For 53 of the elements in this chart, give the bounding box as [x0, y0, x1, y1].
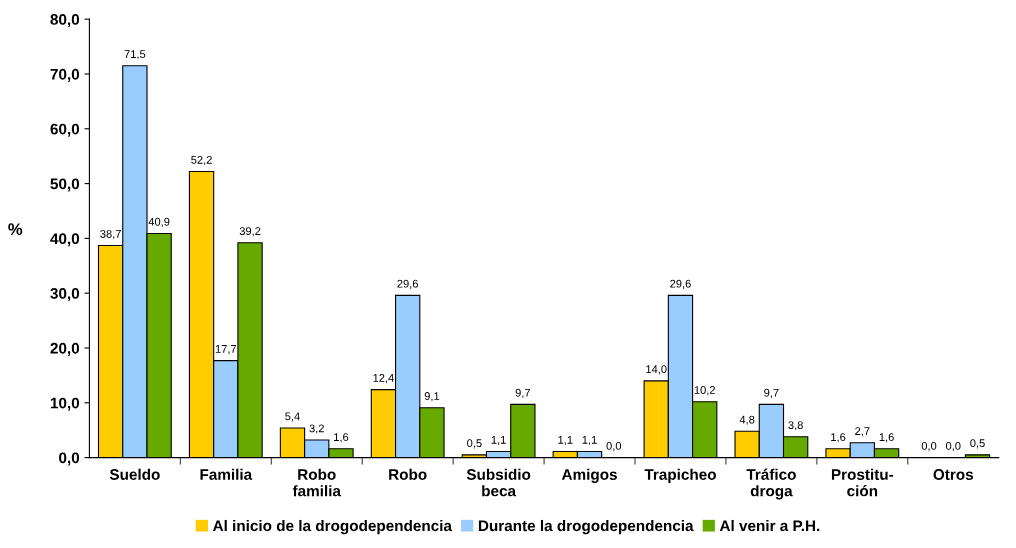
y-tick-label: 40,0: [50, 233, 80, 247]
legend-label: Al inicio de la drogodependencia: [212, 519, 453, 535]
y-tick-label: 70,0: [50, 68, 80, 82]
x-tick-label: Trapicheo: [644, 468, 716, 483]
data-label: 1,1: [491, 436, 506, 446]
x-tick-label: Familia: [200, 468, 253, 480]
data-label: 9,7: [515, 388, 531, 398]
data-label: 14,0: [646, 365, 667, 375]
data-label: 52,2: [191, 155, 212, 166]
data-label: 0,5: [467, 439, 482, 449]
legend-label: Durante la drogodependencia: [478, 519, 694, 535]
data-label: 38,7: [100, 229, 121, 240]
data-label: 40,9: [148, 217, 170, 228]
data-label: 29,6: [670, 279, 691, 289]
legend-label: Al venir a P.H.: [719, 519, 820, 532]
x-tick-label: Subsidio beca: [466, 468, 531, 497]
x-tick-label: Robo: [389, 468, 427, 480]
y-tick-label: 80,0: [50, 14, 80, 28]
data-label: 3,8: [788, 421, 803, 431]
data-label: 29,6: [397, 279, 418, 289]
y-axis-title: %: [8, 223, 23, 236]
data-label: 0,0: [921, 441, 937, 452]
data-label: 2,7: [855, 427, 870, 437]
x-tick-label: Tráfico droga: [746, 468, 796, 500]
data-label: 5,4: [285, 412, 300, 422]
data-label: 3,2: [309, 424, 324, 434]
data-label: 17,7: [215, 345, 237, 355]
data-label: 10,2: [694, 386, 715, 396]
y-tick-label: 60,0: [50, 123, 80, 137]
x-tick-label: Sueldo: [109, 468, 160, 480]
y-tick-label: 50,0: [50, 178, 80, 192]
y-tick-label: 20,0: [50, 342, 80, 356]
y-tick-label: 10,0: [50, 397, 80, 411]
data-label: 12,4: [373, 374, 394, 384]
data-label: 0,0: [606, 441, 622, 452]
data-label: 1,1: [558, 436, 573, 446]
y-tick-label: 0,0: [59, 452, 80, 466]
data-label: 9,7: [764, 388, 779, 398]
data-label: 1,6: [879, 433, 894, 443]
data-label: 0,5: [970, 439, 985, 449]
data-label: 0,0: [945, 441, 961, 452]
data-label: 1,6: [831, 433, 846, 443]
data-label: 9,1: [424, 392, 440, 402]
x-tick-label: Prostitu- ción: [831, 468, 894, 497]
x-tick-label: Amigos: [561, 468, 617, 483]
x-tick-label: Robo familia: [292, 468, 342, 497]
data-label: 1,1: [582, 436, 597, 446]
x-tick-label: Otros: [933, 469, 974, 480]
data-label: 1,6: [334, 433, 349, 443]
y-tick-label: 30,0: [50, 288, 80, 302]
data-label: 39,2: [239, 227, 261, 237]
data-label: 71,5: [124, 50, 146, 60]
data-label: 4,8: [739, 415, 755, 425]
